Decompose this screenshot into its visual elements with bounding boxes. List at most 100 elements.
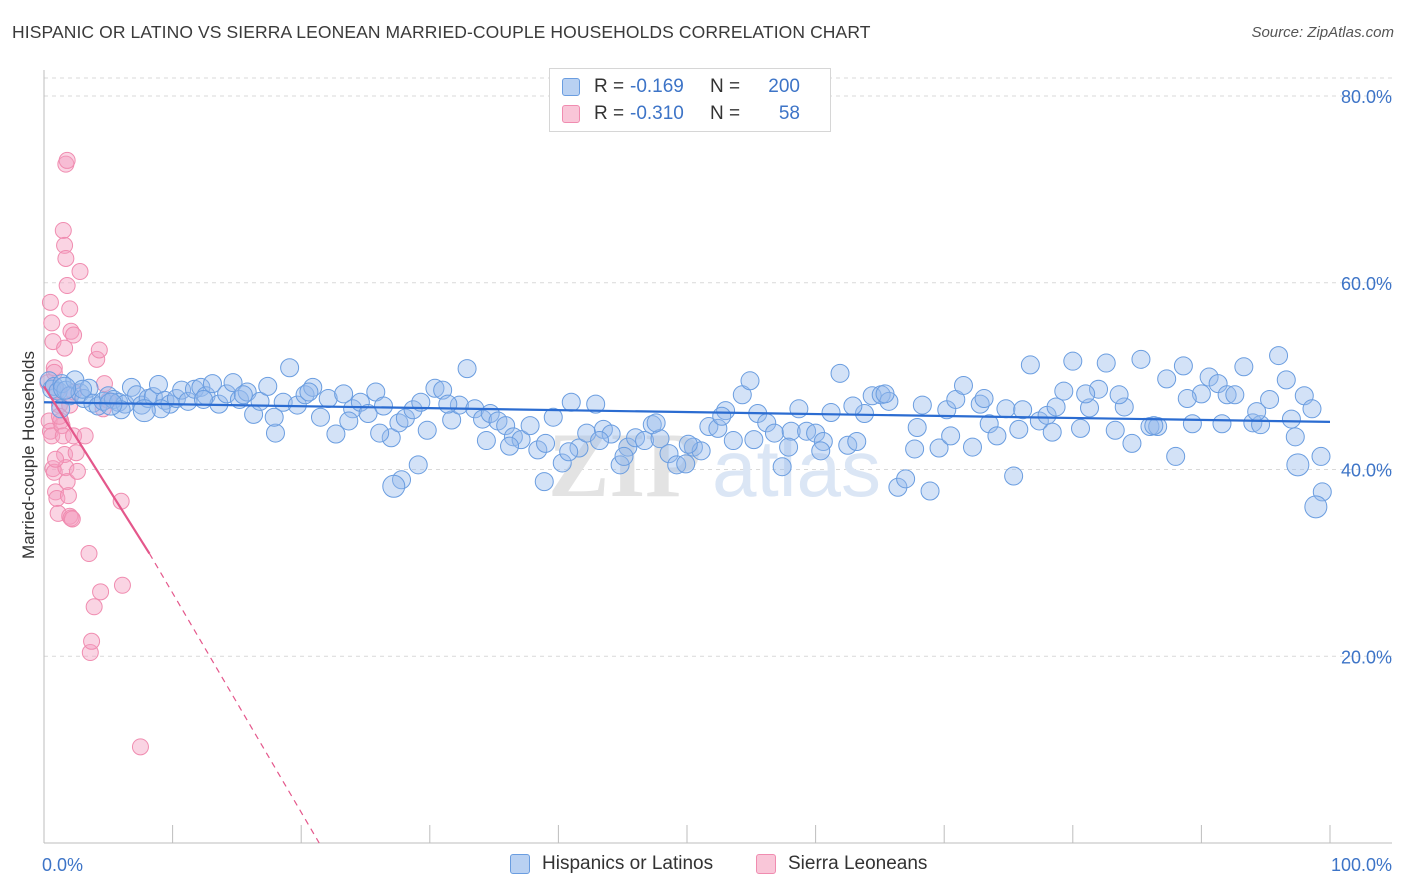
hispanic-point [987, 426, 1007, 446]
hispanic-point [929, 438, 949, 458]
bottom-legend-swatch-pink [756, 854, 776, 874]
sierra-leoneans-trend-extension [148, 553, 320, 844]
hispanic-point [941, 426, 961, 446]
hispanic-point [339, 411, 359, 431]
y-tick-label: 80.0% [1341, 87, 1392, 107]
hispanic-point [678, 434, 698, 454]
hispanic-point [1269, 346, 1289, 366]
hispanic-point [1166, 446, 1186, 466]
sierra-leonean-point [85, 598, 103, 616]
hispanic-point [635, 431, 655, 451]
hispanic-point [1191, 384, 1211, 404]
sierra-leonean-point [43, 314, 61, 332]
hispanic-point [1046, 397, 1066, 417]
hispanic-point [1311, 446, 1331, 466]
sierra-leonean-point [83, 632, 101, 650]
sierra-leonean-point [58, 473, 76, 491]
hispanic-point [1080, 398, 1100, 418]
hispanic-point [1109, 385, 1129, 405]
hispanic-point [1076, 384, 1096, 404]
hispanic-point [264, 407, 284, 427]
hispanic-point [559, 442, 579, 462]
hispanic-point [73, 379, 93, 399]
sierra-leonean-point [47, 483, 65, 501]
hispanic-point [358, 403, 378, 423]
hispanic-point [370, 423, 390, 443]
hispanic-point [496, 416, 516, 436]
hispanic-point [1217, 385, 1237, 405]
hispanic-point [552, 453, 572, 473]
hispanic-point [1042, 422, 1062, 442]
bottom-legend-sierra-leoneans: Sierra Leoneans [756, 851, 927, 877]
hispanic-point [1173, 356, 1193, 376]
hispanic-point [1004, 466, 1024, 486]
hispanic-point [202, 374, 222, 394]
hispanic-point [905, 439, 925, 459]
hispanic-point [953, 375, 973, 395]
hispanic-point [1122, 433, 1142, 453]
hispanic-point [457, 359, 477, 379]
legend-row-hispanics: R = -0.169 N = 200 [562, 75, 800, 99]
y-tick-label: 20.0% [1341, 647, 1392, 667]
sierra-leonean-point [56, 236, 74, 254]
hispanic-point [425, 378, 445, 398]
hispanic-point [772, 457, 792, 477]
y-tick-labels: 20.0% 40.0% 60.0% 80.0% [1341, 87, 1392, 667]
legend-swatch-blue [562, 78, 580, 96]
hispanic-point [442, 410, 462, 430]
hispanic-point [534, 472, 554, 492]
hispanic-point [1157, 369, 1177, 389]
hispanic-point [1131, 349, 1151, 369]
hispanic-point [403, 400, 423, 420]
hispanic-point [543, 407, 563, 427]
hispanic-point [223, 373, 243, 393]
hispanic-point [536, 433, 556, 453]
bottom-legend-hispanics: Hispanics or Latinos [510, 851, 713, 877]
hispanic-point [789, 399, 809, 419]
hispanic-point [896, 469, 916, 489]
sierra-leonean-point [131, 738, 149, 756]
hispanic-point [1009, 419, 1029, 439]
source-label: Source: ZipAtlas.com [1251, 24, 1394, 41]
sierra-leonean-point [54, 427, 72, 445]
hispanic-point [888, 477, 908, 497]
hispanic-point [473, 409, 493, 429]
hispanic-point [528, 440, 548, 460]
bottom-legend-swatch-blue [510, 854, 530, 874]
sierra-leonean-point [50, 407, 68, 425]
sierra-leoneans-trend-line [43, 385, 151, 555]
hispanic-point [1281, 409, 1301, 429]
hispanic-point [1285, 427, 1305, 447]
hispanic-point [996, 399, 1016, 419]
hispanic-point [310, 407, 330, 427]
hispanic-point [79, 378, 99, 398]
y-axis-label: Married-couple Households [19, 351, 38, 559]
hispanic-point [1054, 381, 1074, 401]
hispanic-point [148, 375, 168, 395]
legend-r-value: -0.169 [630, 76, 684, 97]
hispanic-point [1302, 399, 1322, 419]
sierra-leonean-point [54, 221, 72, 239]
legend-n-label: N = [710, 103, 741, 124]
hispanic-point [676, 454, 696, 474]
hispanic-point [586, 394, 606, 414]
hispanic-point [1177, 389, 1197, 409]
hispanic-point [476, 431, 496, 451]
legend-n-value: 200 [768, 76, 800, 97]
hispanic-point [712, 406, 732, 426]
hispanic-point [1020, 355, 1040, 375]
hispanic-point [1234, 357, 1254, 377]
sierra-leonean-point [67, 444, 85, 462]
hispanic-point [1144, 416, 1164, 436]
hispanics-trend-line [43, 401, 1331, 423]
legend-n-label: N = [710, 76, 741, 97]
hispanic-point [334, 384, 354, 404]
hispanic-point [920, 481, 940, 501]
hispanic-point [408, 455, 428, 475]
sierra-leonean-point [61, 300, 79, 318]
hispanic-point [1243, 413, 1263, 433]
sierra-leonean-point [80, 545, 98, 563]
sierra-leonean-point [92, 583, 110, 601]
hispanic-point [811, 441, 831, 461]
